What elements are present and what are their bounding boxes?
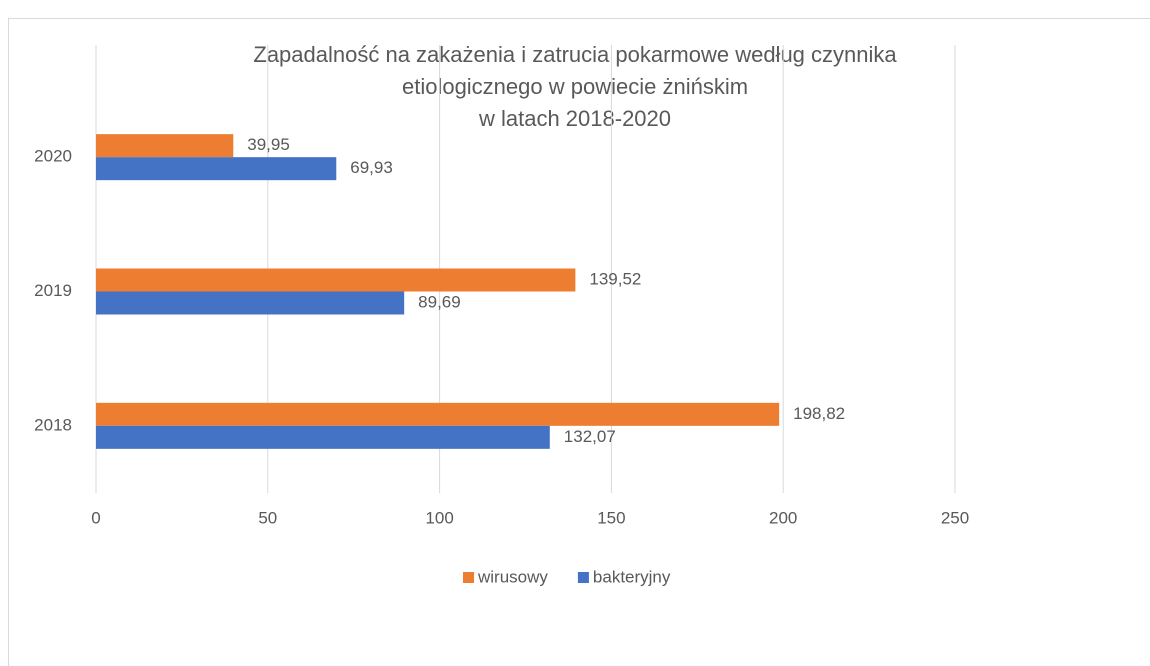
legend-label: bakteryjny <box>593 567 671 586</box>
x-tick-label: 100 <box>425 508 453 527</box>
chart-title: etiologicznego w powiecie żnińskim <box>402 74 748 99</box>
value-label: 132,07 <box>564 427 616 446</box>
bar <box>96 268 576 292</box>
x-tick-label: 50 <box>258 508 277 527</box>
value-label: 89,69 <box>418 292 461 311</box>
x-tick-label: 200 <box>769 508 797 527</box>
bar <box>96 157 337 181</box>
bar <box>96 134 234 158</box>
bar <box>96 291 405 315</box>
chart-title: w latach 2018-2020 <box>478 106 671 131</box>
value-label: 69,93 <box>350 158 393 177</box>
x-tick-label: 150 <box>597 508 625 527</box>
chart-border <box>8 18 1150 666</box>
legend-swatch <box>463 572 474 583</box>
bar <box>96 402 780 426</box>
x-tick-label: 250 <box>941 508 969 527</box>
chart-title: Zapadalność na zakażenia i zatrucia poka… <box>253 42 897 67</box>
legend-label: wirusowy <box>477 567 548 586</box>
y-tick-label: 2018 <box>34 415 72 434</box>
bar <box>96 425 550 449</box>
x-tick-label: 0 <box>91 508 100 527</box>
y-tick-label: 2020 <box>34 147 72 166</box>
value-label: 139,52 <box>589 269 641 288</box>
value-label: 198,82 <box>793 404 845 423</box>
legend-swatch <box>577 572 589 583</box>
y-tick-label: 2019 <box>34 281 72 300</box>
value-label: 39,95 <box>247 135 290 154</box>
